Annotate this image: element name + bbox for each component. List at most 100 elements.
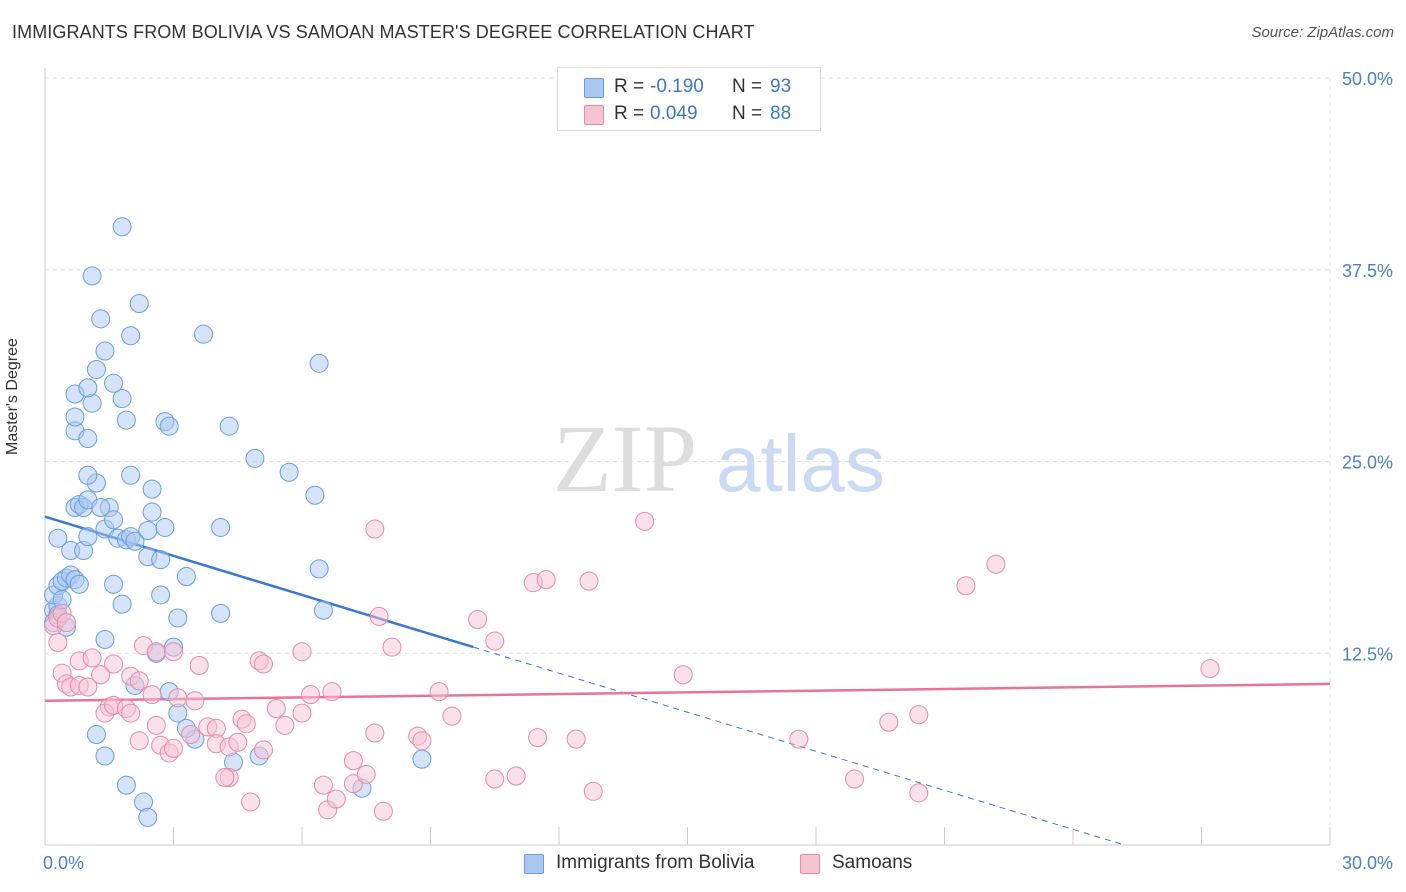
- bolivia-point: [305, 485, 325, 505]
- bolivia-point: [116, 410, 136, 430]
- bolivia-point: [142, 502, 162, 522]
- samoan-point: [429, 682, 449, 702]
- samoan-point: [343, 751, 363, 771]
- bolivia-point: [91, 498, 111, 518]
- samoan-point: [326, 789, 346, 809]
- samoan-point: [789, 729, 809, 749]
- bolivia-point: [279, 462, 299, 482]
- legend-n-value: 88: [770, 103, 792, 124]
- bolivia-point: [412, 749, 432, 769]
- samoan-point: [253, 740, 273, 760]
- bolivia-point: [104, 510, 124, 530]
- samoan-point: [164, 642, 183, 662]
- samoan-point: [146, 715, 166, 735]
- samoan-point: [879, 712, 899, 732]
- samoan-point: [506, 766, 526, 786]
- samoan-point: [528, 728, 548, 748]
- bolivia-point: [48, 528, 68, 548]
- legend-swatch-bolivia: [524, 854, 544, 874]
- bolivia-point: [91, 309, 111, 329]
- legend-swatch-samoans: [800, 854, 820, 874]
- bolivia-point: [155, 517, 175, 537]
- legend-r-label: R =: [614, 76, 645, 97]
- bolivia-point: [138, 521, 158, 541]
- samoan-point: [485, 631, 505, 651]
- samoan-point: [468, 610, 488, 630]
- samoan-point: [382, 637, 402, 657]
- samoan-point: [253, 654, 273, 674]
- x-tick-label: 30.0%: [1342, 853, 1393, 873]
- bolivia-point: [193, 324, 213, 344]
- samoan-point: [121, 703, 141, 723]
- bolivia-point: [151, 550, 171, 570]
- samoan-point: [146, 642, 166, 662]
- legend-r-label: R =: [614, 103, 645, 124]
- bolivia-point: [78, 465, 98, 485]
- y-tick-label: 50.0%: [1342, 69, 1393, 89]
- bolivia-point: [78, 527, 98, 547]
- bolivia-point: [125, 531, 145, 551]
- samoan-point: [142, 685, 162, 705]
- samoan-point: [583, 781, 603, 801]
- samoan-point: [129, 731, 149, 751]
- samoan-point: [181, 725, 201, 745]
- watermark-zip: ZIP: [553, 405, 697, 512]
- legend-n-value: 93: [770, 76, 792, 97]
- bolivia-point: [245, 448, 265, 468]
- samoan-point: [845, 769, 865, 789]
- bolivia-point: [211, 517, 231, 537]
- legend-label-bolivia: Immigrants from Bolivia: [556, 852, 755, 873]
- data-points: [44, 217, 1220, 827]
- correlation-legend: R = -0.190 N = 93 R = 0.049 N = 88: [557, 67, 821, 131]
- bolivia-point: [95, 341, 115, 361]
- samoan-point: [986, 554, 1006, 574]
- axes: [44, 68, 1331, 846]
- samoan-point: [215, 768, 235, 788]
- legend-label-samoans: Samoans: [832, 852, 913, 873]
- samoan-point: [579, 571, 599, 591]
- bolivia-point: [65, 407, 85, 427]
- bolivia-point: [95, 746, 115, 766]
- samoan-point: [485, 769, 505, 789]
- bolivia-point: [168, 608, 188, 628]
- legend-n-label: N =: [732, 76, 763, 97]
- bolivia-point: [309, 353, 329, 373]
- samoan-point: [189, 656, 209, 676]
- bolivia-point: [104, 373, 124, 393]
- bolivia-point: [82, 266, 102, 286]
- bolivia-point: [104, 574, 124, 594]
- samoan-point: [1200, 659, 1220, 679]
- bolivia-point: [78, 378, 98, 398]
- tick-labels: 12.5% 25.0% 37.5% 50.0% 0.0% 30.0%: [43, 69, 1393, 873]
- samoan-point: [275, 715, 295, 735]
- y-tick-label: 25.0%: [1342, 453, 1393, 473]
- bolivia-point: [86, 359, 106, 379]
- samoan-point: [292, 703, 312, 723]
- bolivia-point: [121, 326, 141, 346]
- y-tick-label: 37.5%: [1342, 261, 1393, 281]
- samoan-point: [129, 671, 149, 691]
- legend-swatch-bolivia: [584, 78, 604, 98]
- legend-swatch-samoans: [584, 105, 604, 125]
- bolivia-point: [211, 603, 231, 623]
- bolivia-point: [116, 775, 136, 795]
- samoan-point: [104, 654, 124, 674]
- legend-r-value: 0.049: [650, 103, 698, 124]
- bolivia-point: [176, 567, 196, 587]
- bolivia-point: [219, 416, 239, 436]
- samoan-point: [635, 511, 655, 531]
- x-tick-label: 0.0%: [43, 853, 84, 873]
- samoan-point: [48, 633, 68, 653]
- y-tick-label: 12.5%: [1342, 644, 1393, 664]
- bolivia-point: [309, 559, 329, 579]
- samoan-point: [266, 698, 286, 718]
- chart-source: Source: ZipAtlas.com: [1251, 24, 1394, 41]
- bolivia-point: [78, 428, 98, 448]
- bolivia-point: [95, 629, 115, 649]
- samoan-point: [164, 738, 183, 758]
- bolivia-point: [112, 594, 132, 614]
- bolivia-point: [112, 389, 132, 409]
- samoan-point: [168, 688, 188, 708]
- watermark-atlas: atlas: [716, 419, 885, 508]
- legend-r-value: -0.190: [650, 76, 704, 97]
